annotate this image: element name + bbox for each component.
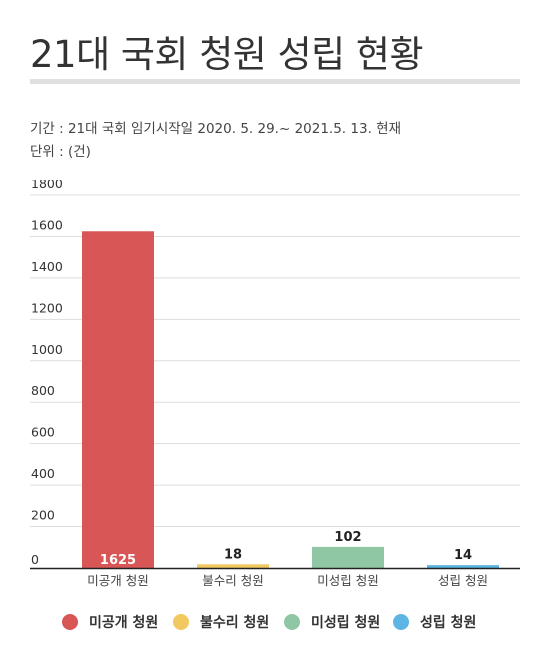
title-divider [30, 79, 520, 84]
bar-4 [427, 565, 499, 568]
bar-value-label: 14 [454, 548, 472, 563]
legend-swatch [393, 614, 409, 630]
legend-label: 미성립 청원 [311, 615, 381, 631]
legend-swatch [173, 614, 189, 630]
legend-label: 미공개 청원 [89, 615, 159, 631]
bar-value-label: 18 [224, 547, 242, 562]
bar-value-label: 1625 [100, 553, 136, 568]
chart-legend: 미공개 청원 불수리 청원 미성립 청원 성립 청원 [0, 612, 550, 634]
x-tick-label: 미공개 청원 [87, 573, 148, 588]
bar-chart: 0 200 400 600 800 1000 1200 1400 1600 1800 1625 미공개… [30, 180, 520, 588]
x-tick-label: 불수리 청원 [202, 573, 263, 588]
period-note: 기간 : 21대 국회 임기시작일 2020. 5. 29.~ 2021.5. … [30, 121, 401, 137]
y-tick-label: 1400 [31, 259, 63, 274]
bar-2 [197, 564, 269, 568]
legend-label: 불수리 청원 [200, 615, 270, 631]
y-tick-label: 1800 [31, 180, 63, 191]
legend-item: 불수리 청원 [173, 612, 269, 632]
page-title: 21대 국회 청원 성립 현황 [30, 33, 424, 76]
x-tick-label: 미성립 청원 [317, 573, 378, 588]
legend-item: 미성립 청원 [284, 612, 380, 632]
y-tick-label: 400 [31, 466, 55, 481]
legend-item: 미공개 청원 [62, 612, 158, 632]
legend-swatch [284, 614, 300, 630]
y-tick-label: 0 [31, 552, 39, 567]
bar-value-label: 102 [334, 530, 361, 545]
bar-3 [312, 546, 384, 568]
y-tick-label: 600 [31, 425, 55, 440]
x-tick-label: 성립 청원 [438, 573, 488, 588]
y-tick-label: 1600 [31, 217, 63, 232]
y-tick-label: 1200 [31, 300, 63, 315]
legend-swatch [62, 614, 78, 630]
legend-item: 성립 청원 [393, 612, 476, 632]
y-tick-label: 800 [31, 383, 55, 398]
unit-note: 단위 : (건) [30, 144, 91, 160]
legend-label: 성립 청원 [420, 615, 477, 631]
y-tick-label: 1000 [31, 342, 63, 357]
bar-1 [82, 231, 154, 568]
y-tick-label: 200 [31, 508, 55, 523]
